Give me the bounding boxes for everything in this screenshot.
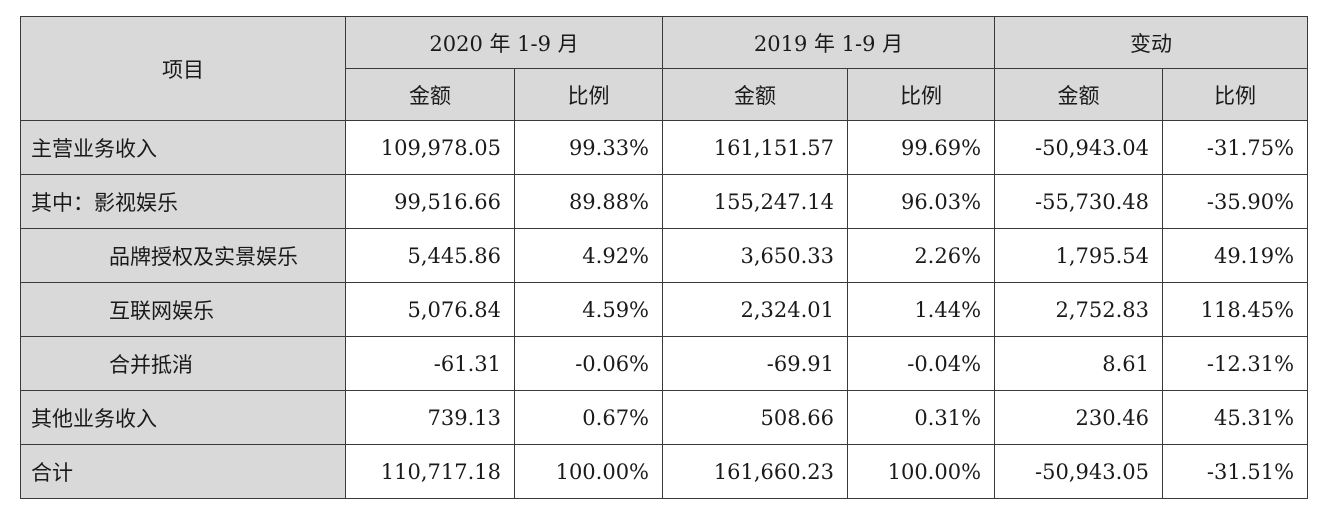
cell-change-ratio: -31.75% (1162, 120, 1309, 175)
cell-2020-ratio: 100.00% (513, 444, 664, 499)
header-change-amount: 金额 (994, 68, 1164, 121)
row-label: 品牌授权及实景娱乐 (20, 228, 346, 283)
cell-2020-amount: 5,076.84 (345, 282, 515, 337)
revenue-table-container: 项目 2020 年 1-9 月 2019 年 1-9 月 变动 金额 比例 金额… (20, 16, 1309, 499)
cell-2020-ratio: -0.06% (513, 336, 664, 391)
cell-change-ratio: -31.51% (1162, 444, 1309, 499)
cell-change-amount: 8.61 (994, 336, 1164, 391)
cell-change-ratio: -12.31% (1162, 336, 1309, 391)
row-label: 互联网娱乐 (20, 282, 346, 337)
row-label: 合并抵消 (20, 336, 346, 391)
header-2020-amount: 金额 (345, 68, 515, 121)
cell-2020-ratio: 0.67% (513, 390, 664, 445)
header-2020-ratio: 比例 (513, 68, 664, 121)
table-row-total: 合计 110,717.18 100.00% 161,660.23 100.00%… (20, 444, 1309, 499)
header-item: 项目 (20, 16, 346, 121)
cell-change-ratio: -35.90% (1162, 174, 1309, 229)
cell-2020-ratio: 99.33% (513, 120, 664, 175)
row-label: 其他业务收入 (20, 390, 346, 445)
cell-change-amount: -50,943.04 (994, 120, 1164, 175)
cell-2020-amount: -61.31 (345, 336, 515, 391)
cell-2019-amount: 161,660.23 (662, 444, 849, 499)
row-label: 主营业务收入 (20, 120, 346, 175)
cell-2019-ratio: 1.44% (847, 282, 996, 337)
header-2019-amount: 金额 (662, 68, 849, 121)
cell-change-ratio: 45.31% (1162, 390, 1309, 445)
header-row-sub: 金额 比例 金额 比例 金额 比例 (21, 68, 1309, 121)
header-period-2020: 2020 年 1-9 月 (344, 16, 664, 69)
cell-2019-amount: 508.66 (662, 390, 849, 445)
table-row-consolidation-offset: 合并抵消 -61.31 -0.06% -69.91 -0.04% 8.61 -1… (20, 336, 1309, 391)
table-row-film-entertainment: 其中：影视娱乐 99,516.66 89.88% 155,247.14 96.0… (20, 174, 1309, 229)
cell-2019-amount: 3,650.33 (662, 228, 849, 283)
cell-change-amount: 230.46 (994, 390, 1164, 445)
table-row-internet-entertainment: 互联网娱乐 5,076.84 4.59% 2,324.01 1.44% 2,75… (20, 282, 1309, 337)
cell-2020-amount: 99,516.66 (345, 174, 515, 229)
row-label: 其中：影视娱乐 (20, 174, 346, 229)
cell-2020-amount: 5,445.86 (345, 228, 515, 283)
cell-2020-amount: 739.13 (345, 390, 515, 445)
cell-change-ratio: 118.45% (1162, 282, 1309, 337)
cell-2019-amount: 2,324.01 (662, 282, 849, 337)
cell-2019-amount: -69.91 (662, 336, 849, 391)
table-row-brand-licensing: 品牌授权及实景娱乐 5,445.86 4.92% 3,650.33 2.26% … (20, 228, 1309, 283)
table-row-other-business: 其他业务收入 739.13 0.67% 508.66 0.31% 230.46 … (20, 390, 1309, 445)
table-row-main-business: 主营业务收入 109,978.05 99.33% 161,151.57 99.6… (20, 120, 1309, 175)
cell-2019-ratio: 0.31% (847, 390, 996, 445)
revenue-table: 项目 2020 年 1-9 月 2019 年 1-9 月 变动 金额 比例 金额… (20, 16, 1309, 499)
header-change-ratio: 比例 (1162, 68, 1309, 121)
cell-change-amount: -50,943.05 (994, 444, 1164, 499)
cell-2020-ratio: 4.92% (513, 228, 664, 283)
cell-2019-amount: 155,247.14 (662, 174, 849, 229)
cell-2019-ratio: -0.04% (847, 336, 996, 391)
cell-2020-ratio: 89.88% (513, 174, 664, 229)
cell-2020-amount: 109,978.05 (345, 120, 515, 175)
cell-2019-ratio: 99.69% (847, 120, 996, 175)
cell-2020-ratio: 4.59% (513, 282, 664, 337)
row-label: 合计 (20, 444, 346, 499)
cell-2019-ratio: 100.00% (847, 444, 996, 499)
cell-change-amount: 1,795.54 (994, 228, 1164, 283)
cell-2020-amount: 110,717.18 (345, 444, 515, 499)
cell-2019-amount: 161,151.57 (662, 120, 849, 175)
cell-change-ratio: 49.19% (1162, 228, 1309, 283)
cell-2019-ratio: 2.26% (847, 228, 996, 283)
cell-2019-ratio: 96.03% (847, 174, 996, 229)
header-2019-ratio: 比例 (847, 68, 996, 121)
header-change: 变动 (994, 16, 1309, 69)
header-period-2019: 2019 年 1-9 月 (662, 16, 996, 69)
header-row-periods: 项目 2020 年 1-9 月 2019 年 1-9 月 变动 (20, 16, 1309, 121)
cell-change-amount: 2,752.83 (994, 282, 1164, 337)
cell-change-amount: -55,730.48 (994, 174, 1164, 229)
